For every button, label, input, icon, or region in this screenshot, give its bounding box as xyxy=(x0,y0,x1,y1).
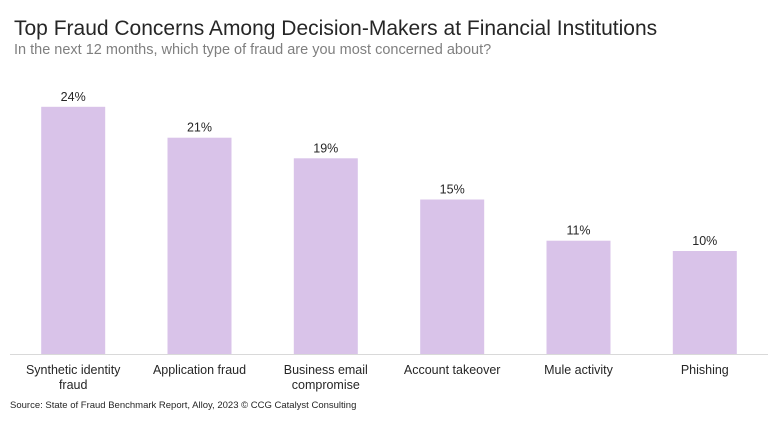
bar-4 xyxy=(546,240,611,354)
data-label-0: 24% xyxy=(61,90,86,104)
data-label-4: 11% xyxy=(566,224,590,238)
data-label-2: 19% xyxy=(313,141,338,155)
category-label-5: Phishing xyxy=(681,363,729,377)
data-labels-group: 24% 21% 19% 15% 11% 10% xyxy=(61,90,718,248)
data-label-3: 15% xyxy=(440,183,465,197)
data-label-5: 10% xyxy=(692,234,717,248)
category-label-0: Synthetic identity fraud xyxy=(26,363,121,392)
bar-1 xyxy=(167,137,232,354)
bars-group xyxy=(41,106,737,354)
chart-subtitle: In the next 12 months, which type of fra… xyxy=(14,42,492,58)
bar-0 xyxy=(41,106,106,354)
chart-title: Top Fraud Concerns Among Decision-Makers… xyxy=(14,17,658,40)
bar-2 xyxy=(293,158,358,354)
bar-5 xyxy=(672,251,737,354)
category-label-1: Application fraud xyxy=(153,363,246,377)
bar-3 xyxy=(420,199,485,354)
data-label-1: 21% xyxy=(187,121,212,135)
category-label-4: Mule activity xyxy=(544,363,614,377)
category-labels-group: Synthetic identity fraud Application fraud… xyxy=(26,363,729,392)
category-label-2: Business email compromise xyxy=(284,363,368,392)
category-label-3: Account takeover xyxy=(404,363,501,377)
source-note: Source: State of Fraud Benchmark Report,… xyxy=(10,400,357,411)
